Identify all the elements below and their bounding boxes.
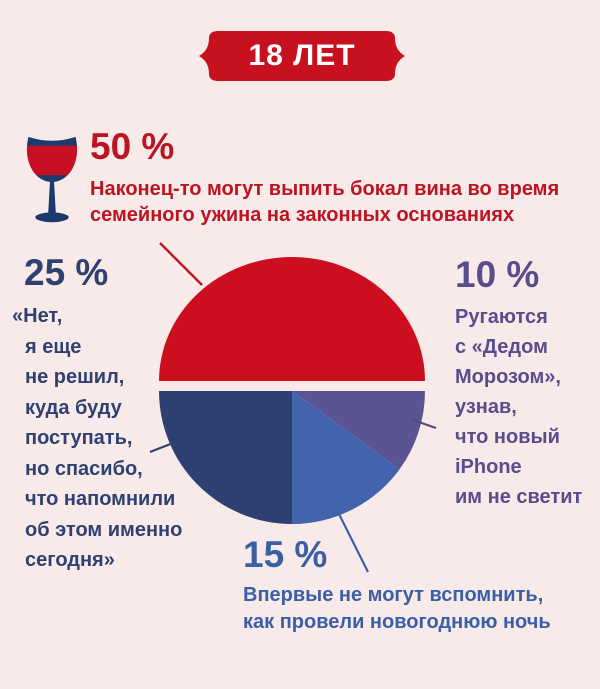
header-badge: 18 ЛЕТ [197,27,407,85]
page-title: 18 ЛЕТ [248,39,356,72]
glass-foot [35,212,69,223]
callout-line-50 [159,242,203,286]
stat-25-percent: 25 % [24,252,109,293]
callout-line-10 [412,418,437,430]
stat-15-label: Впервые не могут вспомнить, как провели … [243,584,551,633]
stat-50-percent: 50 % [90,126,175,167]
wine-glass-icon [20,131,84,233]
callout-line-25 [149,441,174,454]
callout-line-15 [336,509,369,573]
badge-shape [199,31,405,81]
pie-slices [159,257,425,524]
glass-stem [48,180,56,216]
pie-slice-2 [292,391,400,524]
stat-10-label: Ругаются с «Дедом Морозом», узнав, что н… [455,306,583,508]
stat-25-label: «Нет, я еще не решил, куда буду поступат… [12,305,183,571]
pie-slice-1 [159,391,292,524]
stat-50-label: Наконец-то могут выпить бокал вина во вр… [90,178,560,226]
stat-15-percent: 15 % [243,534,328,575]
wine-fill [26,145,78,176]
pie-slice-3 [292,391,425,470]
stat-10-percent: 10 % [455,254,540,295]
pie-slice-0 [159,257,425,381]
